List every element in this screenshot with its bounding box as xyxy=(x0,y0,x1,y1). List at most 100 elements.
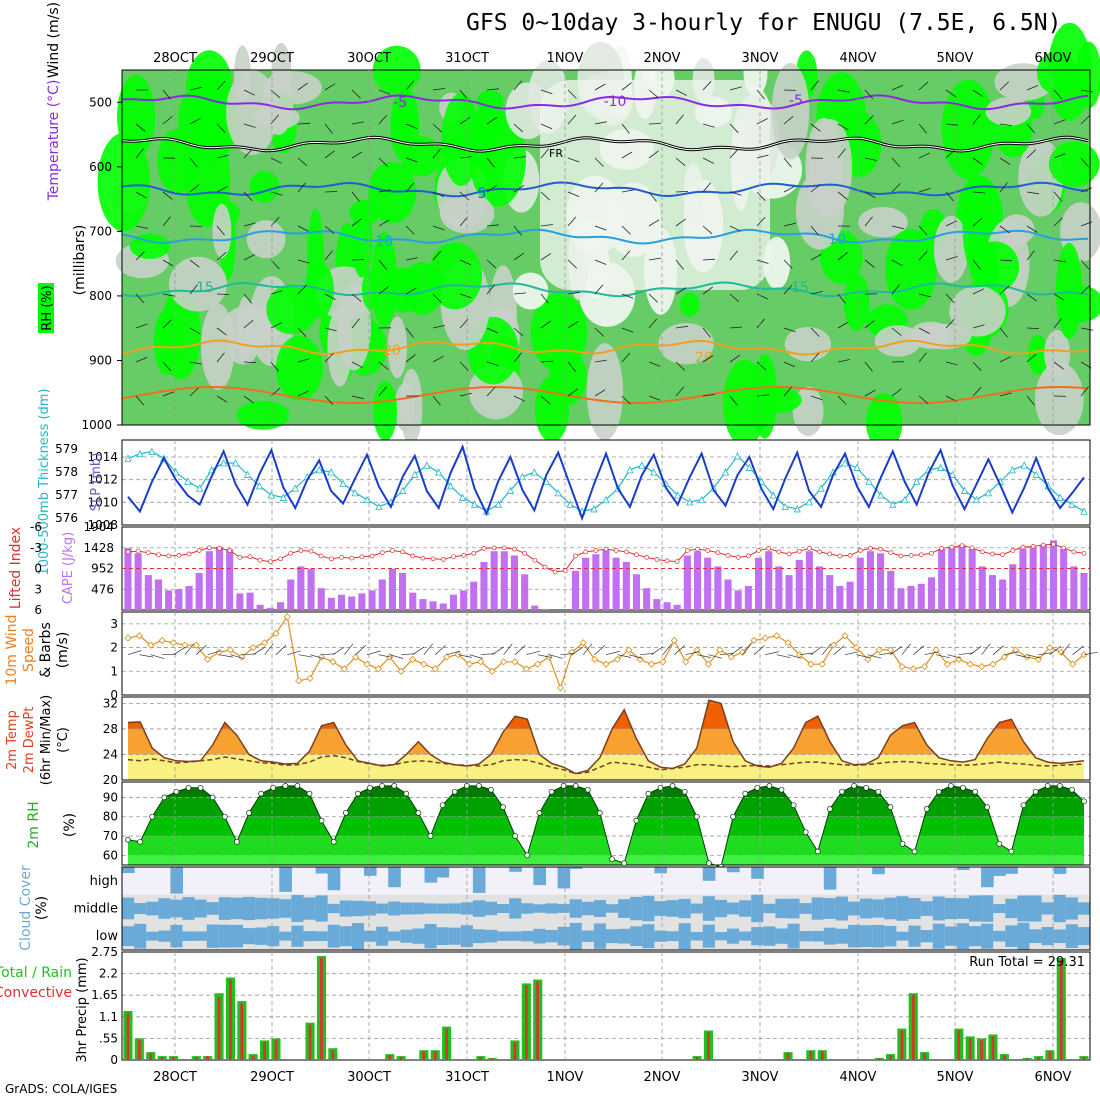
cape-bar xyxy=(999,579,1007,610)
cloud-fill xyxy=(1005,925,1018,947)
wind-barb xyxy=(405,80,415,91)
isotherm-line xyxy=(121,94,1089,111)
thickness-point xyxy=(136,449,144,458)
wind-barb xyxy=(675,114,684,125)
thickness-point xyxy=(243,470,252,478)
li-point xyxy=(379,550,385,555)
wind-barb xyxy=(297,122,311,125)
cloud-fill xyxy=(327,924,341,948)
wind-speed-point xyxy=(921,662,929,671)
cloud-fill xyxy=(170,899,183,918)
wind-barb xyxy=(405,354,416,363)
cape-bar xyxy=(185,586,193,610)
precip-convective-bar xyxy=(1037,1056,1040,1060)
wind-barb xyxy=(567,291,580,295)
day-label-top: 6NOV xyxy=(1035,51,1072,66)
thickness-point xyxy=(494,500,503,508)
precip-convective-bar xyxy=(707,1032,710,1060)
precip-convective-bar xyxy=(695,1056,699,1060)
isotherm-line xyxy=(121,228,1089,245)
cloud-fill xyxy=(122,926,135,947)
cloud-fill xyxy=(799,931,813,942)
precip-convective-bar xyxy=(274,1040,278,1060)
wind-barb xyxy=(675,157,686,167)
rh-point xyxy=(1056,783,1063,789)
cloud-fill xyxy=(993,930,1006,942)
wind-barb xyxy=(162,391,175,397)
rh-patch xyxy=(157,129,197,194)
cloud-fill xyxy=(654,867,667,874)
cape-bar xyxy=(765,551,773,610)
wind-speed-point xyxy=(226,646,234,654)
thickness-point xyxy=(1080,507,1088,515)
precip-convective-bar xyxy=(149,1052,153,1060)
cape-bar xyxy=(226,549,234,610)
rh-point xyxy=(754,784,761,791)
wind-barb xyxy=(324,293,336,300)
wind-barb xyxy=(702,225,713,235)
li-point xyxy=(695,546,700,552)
wind-barb xyxy=(810,291,823,295)
cloud-fill xyxy=(775,898,788,919)
cloud-fill xyxy=(569,867,583,869)
li-point xyxy=(654,557,660,562)
li-point xyxy=(807,546,812,551)
precip-convective-bar xyxy=(991,1036,995,1060)
rh-bands xyxy=(128,785,1084,867)
day-label-top: 2NOV xyxy=(644,51,681,66)
rh-point xyxy=(209,794,216,801)
thickness-point xyxy=(172,468,180,476)
cloud-fill xyxy=(545,930,559,943)
wind-barb xyxy=(783,284,793,295)
wind-barb xyxy=(918,352,927,363)
wind-barb xyxy=(1026,225,1038,233)
wind-barb xyxy=(567,157,580,163)
thickness-point xyxy=(1068,500,1076,508)
wind-barb xyxy=(432,250,442,261)
axis-label: 10m Wind xyxy=(4,614,20,685)
thickness-point xyxy=(769,491,777,499)
cape-bar xyxy=(744,586,752,610)
wind-speed-point xyxy=(1012,646,1020,654)
axis-label: SLP (mb) xyxy=(89,453,104,512)
cloud-fill xyxy=(460,925,474,948)
thickness-point xyxy=(984,488,993,497)
cloud-fill xyxy=(351,900,365,917)
precip-convective-bar xyxy=(490,1058,494,1060)
wind-barb xyxy=(243,89,255,96)
precip-convective-bar xyxy=(980,1040,983,1060)
wind-speed-point xyxy=(807,660,815,668)
rh-point xyxy=(972,788,978,795)
li-point xyxy=(145,550,151,555)
wind-speed-point xyxy=(352,653,360,661)
wind-barb xyxy=(486,157,495,168)
rh-point xyxy=(439,802,446,809)
cape-bar xyxy=(205,551,213,610)
wind-barb xyxy=(648,318,658,329)
cloud-fill xyxy=(860,898,873,919)
rh-patch xyxy=(969,241,1020,292)
wind-speed-point xyxy=(522,665,530,673)
wind-barb xyxy=(432,148,442,159)
wind-barb xyxy=(675,386,685,397)
temp-panel-frame xyxy=(121,696,1091,781)
rh-patch xyxy=(153,309,181,375)
wind-barb xyxy=(621,352,631,363)
wind-barb xyxy=(945,256,958,261)
pressure-tick-label: 700 xyxy=(89,224,112,238)
wind-speed-point xyxy=(534,660,542,668)
y-tick-label: 60 xyxy=(103,848,118,862)
wind-barb xyxy=(648,395,661,401)
cloud-fill xyxy=(1005,867,1018,874)
wind-barb xyxy=(486,224,499,227)
wind-barb xyxy=(135,148,144,159)
cloud-fill xyxy=(872,867,885,875)
wind-barb xyxy=(864,320,875,329)
li-point xyxy=(237,555,243,560)
wind-barb xyxy=(856,654,871,659)
rh-band xyxy=(128,816,1084,837)
rh-patch xyxy=(1036,51,1077,95)
cloud-fill xyxy=(557,926,571,946)
wind-speed-point xyxy=(283,613,291,621)
li-point xyxy=(329,556,334,562)
